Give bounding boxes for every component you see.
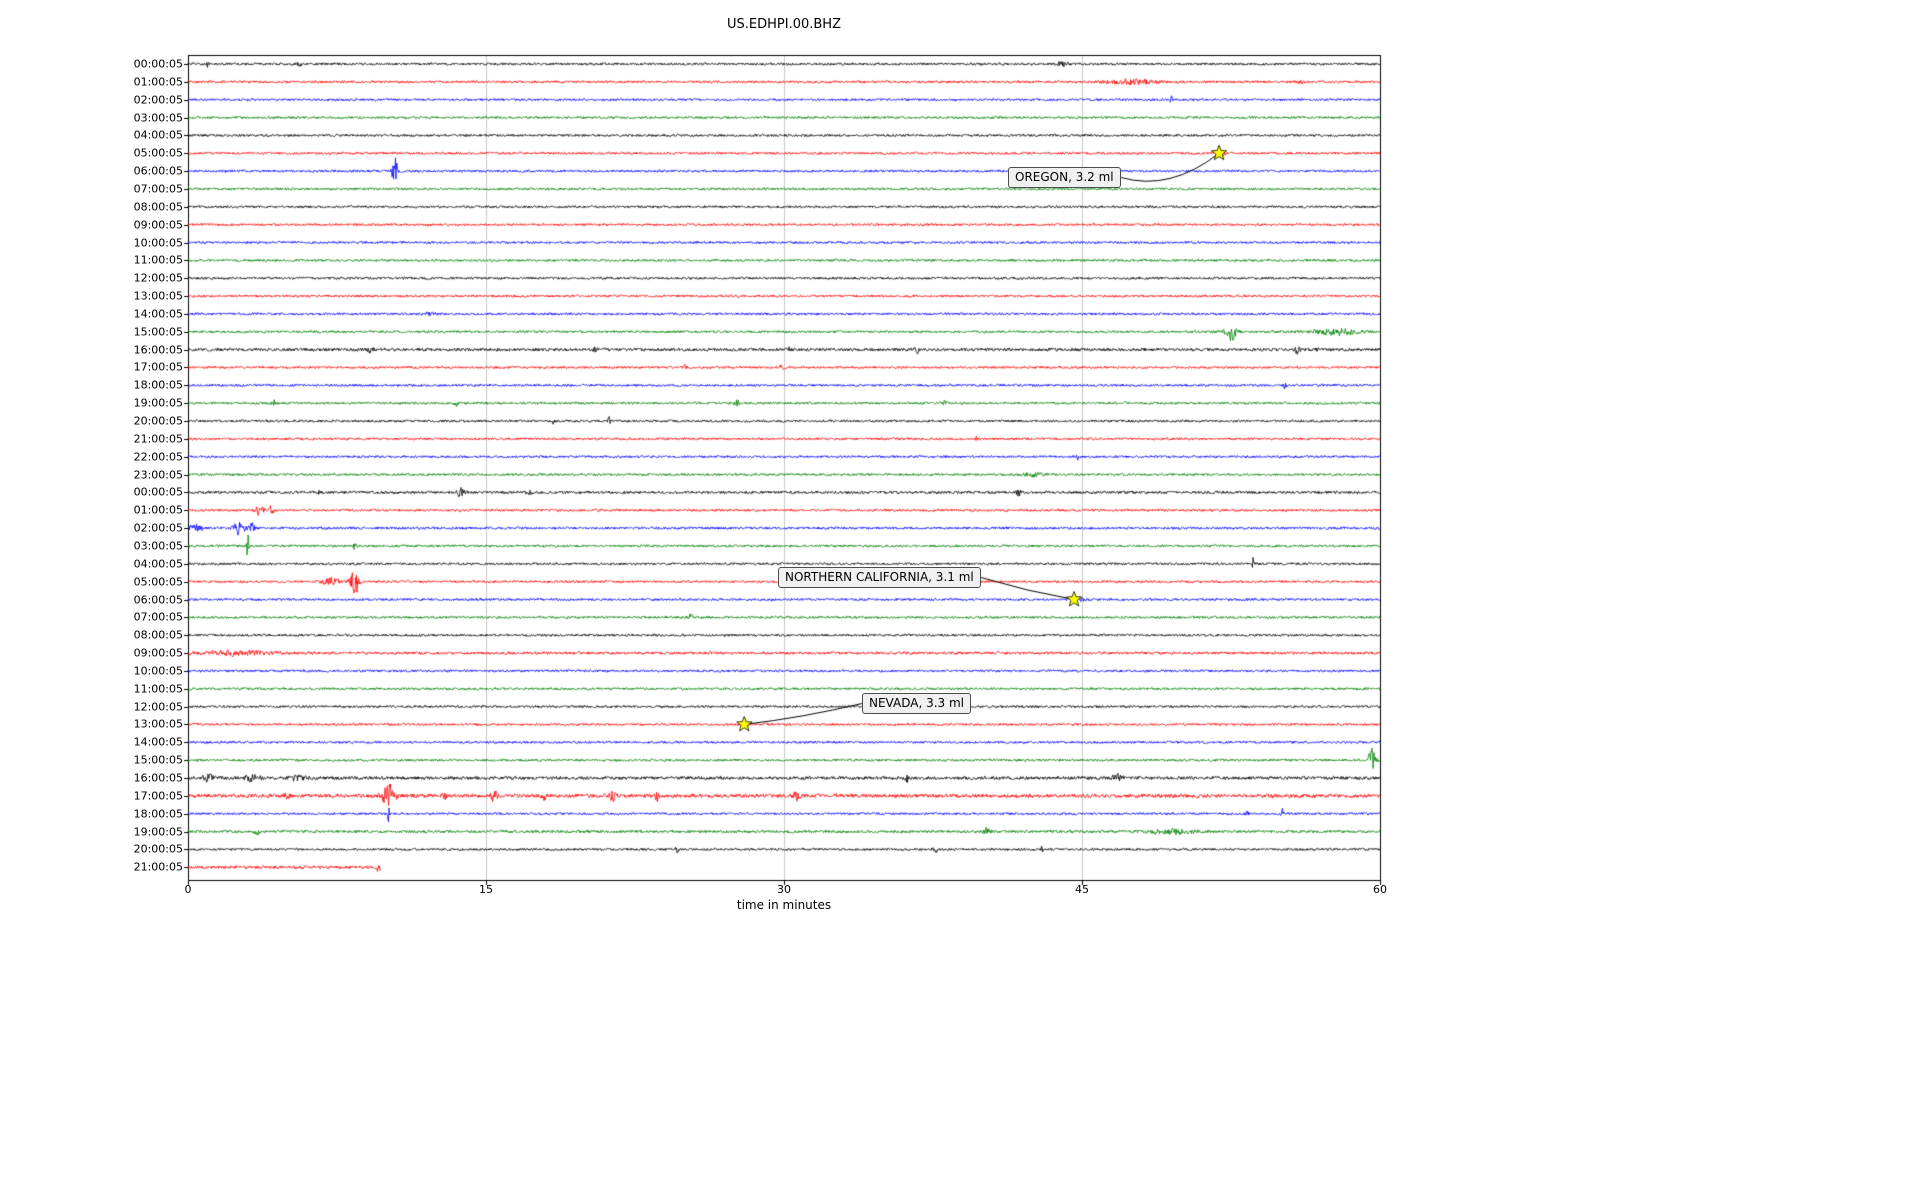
event-label-oregon: OREGON, 3.2 ml bbox=[1008, 167, 1121, 189]
y-tick-label: 16:00:05 bbox=[133, 343, 183, 357]
y-tick-label: 10:00:05 bbox=[133, 664, 183, 678]
y-tick-label: 18:00:05 bbox=[133, 807, 183, 821]
x-tick-label: 30 bbox=[777, 883, 791, 896]
x-tick-label: 15 bbox=[479, 883, 493, 896]
chart-title: US.EDHPI.00.BHZ bbox=[727, 17, 841, 32]
y-tick-label: 06:00:05 bbox=[133, 164, 183, 178]
y-tick-label: 16:00:05 bbox=[133, 771, 183, 785]
y-tick-label: 14:00:05 bbox=[133, 735, 183, 749]
y-tick-label: 20:00:05 bbox=[133, 842, 183, 856]
y-tick-label: 13:00:05 bbox=[133, 289, 183, 303]
y-tick-label: 20:00:05 bbox=[133, 414, 183, 428]
y-tick-label: 06:00:05 bbox=[133, 593, 183, 606]
y-tick-label: 21:00:05 bbox=[133, 432, 183, 446]
y-tick-label: 12:00:05 bbox=[133, 700, 183, 714]
y-tick-label: 02:00:05 bbox=[133, 521, 183, 535]
y-tick-label: 18:00:05 bbox=[133, 378, 183, 392]
y-tick-label: 09:00:05 bbox=[133, 646, 183, 660]
x-tick-label: 45 bbox=[1075, 883, 1089, 896]
y-tick-label: 13:00:05 bbox=[133, 717, 183, 731]
y-tick-label: 00:00:05 bbox=[133, 57, 183, 71]
y-tick-label: 07:00:05 bbox=[133, 610, 183, 624]
y-tick-label: 17:00:05 bbox=[133, 360, 183, 374]
y-tick-label: 22:00:05 bbox=[133, 450, 183, 464]
y-tick-label: 21:00:05 bbox=[133, 860, 183, 874]
y-tick-label: 11:00:05 bbox=[133, 253, 183, 267]
event-label-northern-california: NORTHERN CALIFORNIA, 3.1 ml bbox=[778, 567, 981, 589]
y-tick-label: 17:00:05 bbox=[133, 789, 183, 803]
y-tick-label: 07:00:05 bbox=[133, 182, 183, 196]
y-tick-label: 08:00:05 bbox=[133, 628, 183, 642]
y-tick-label: 02:00:05 bbox=[133, 93, 183, 107]
y-tick-label: 03:00:05 bbox=[133, 539, 183, 553]
y-tick-label: 04:00:05 bbox=[133, 557, 183, 571]
event-label-nevada: NEVADA, 3.3 ml bbox=[862, 693, 971, 715]
y-tick-label: 12:00:05 bbox=[133, 271, 183, 285]
y-tick-label: 10:00:05 bbox=[133, 236, 183, 249]
y-tick-label: 04:00:05 bbox=[133, 128, 183, 142]
y-tick-label: 01:00:05 bbox=[133, 503, 183, 517]
y-tick-label: 15:00:05 bbox=[133, 325, 183, 339]
y-tick-label: 14:00:05 bbox=[133, 307, 183, 321]
y-tick-label: 05:00:05 bbox=[133, 575, 183, 589]
x-tick-label: 60 bbox=[1373, 883, 1387, 896]
x-tick-label: 0 bbox=[184, 883, 192, 896]
y-tick-label: 23:00:05 bbox=[133, 468, 183, 482]
x-axis-label: time in minutes bbox=[736, 898, 832, 912]
y-tick-label: 19:00:05 bbox=[133, 396, 183, 410]
y-tick-label: 15:00:05 bbox=[133, 753, 183, 767]
y-tick-label: 00:00:05 bbox=[133, 485, 183, 499]
y-tick-label: 09:00:05 bbox=[133, 218, 183, 232]
y-tick-label: 03:00:05 bbox=[133, 111, 183, 125]
y-tick-label: 19:00:05 bbox=[133, 825, 183, 839]
y-tick-label: 08:00:05 bbox=[133, 200, 183, 214]
y-tick-label: 01:00:05 bbox=[133, 75, 183, 89]
y-tick-label: 11:00:05 bbox=[133, 682, 183, 696]
y-tick-label: 05:00:05 bbox=[133, 146, 183, 160]
